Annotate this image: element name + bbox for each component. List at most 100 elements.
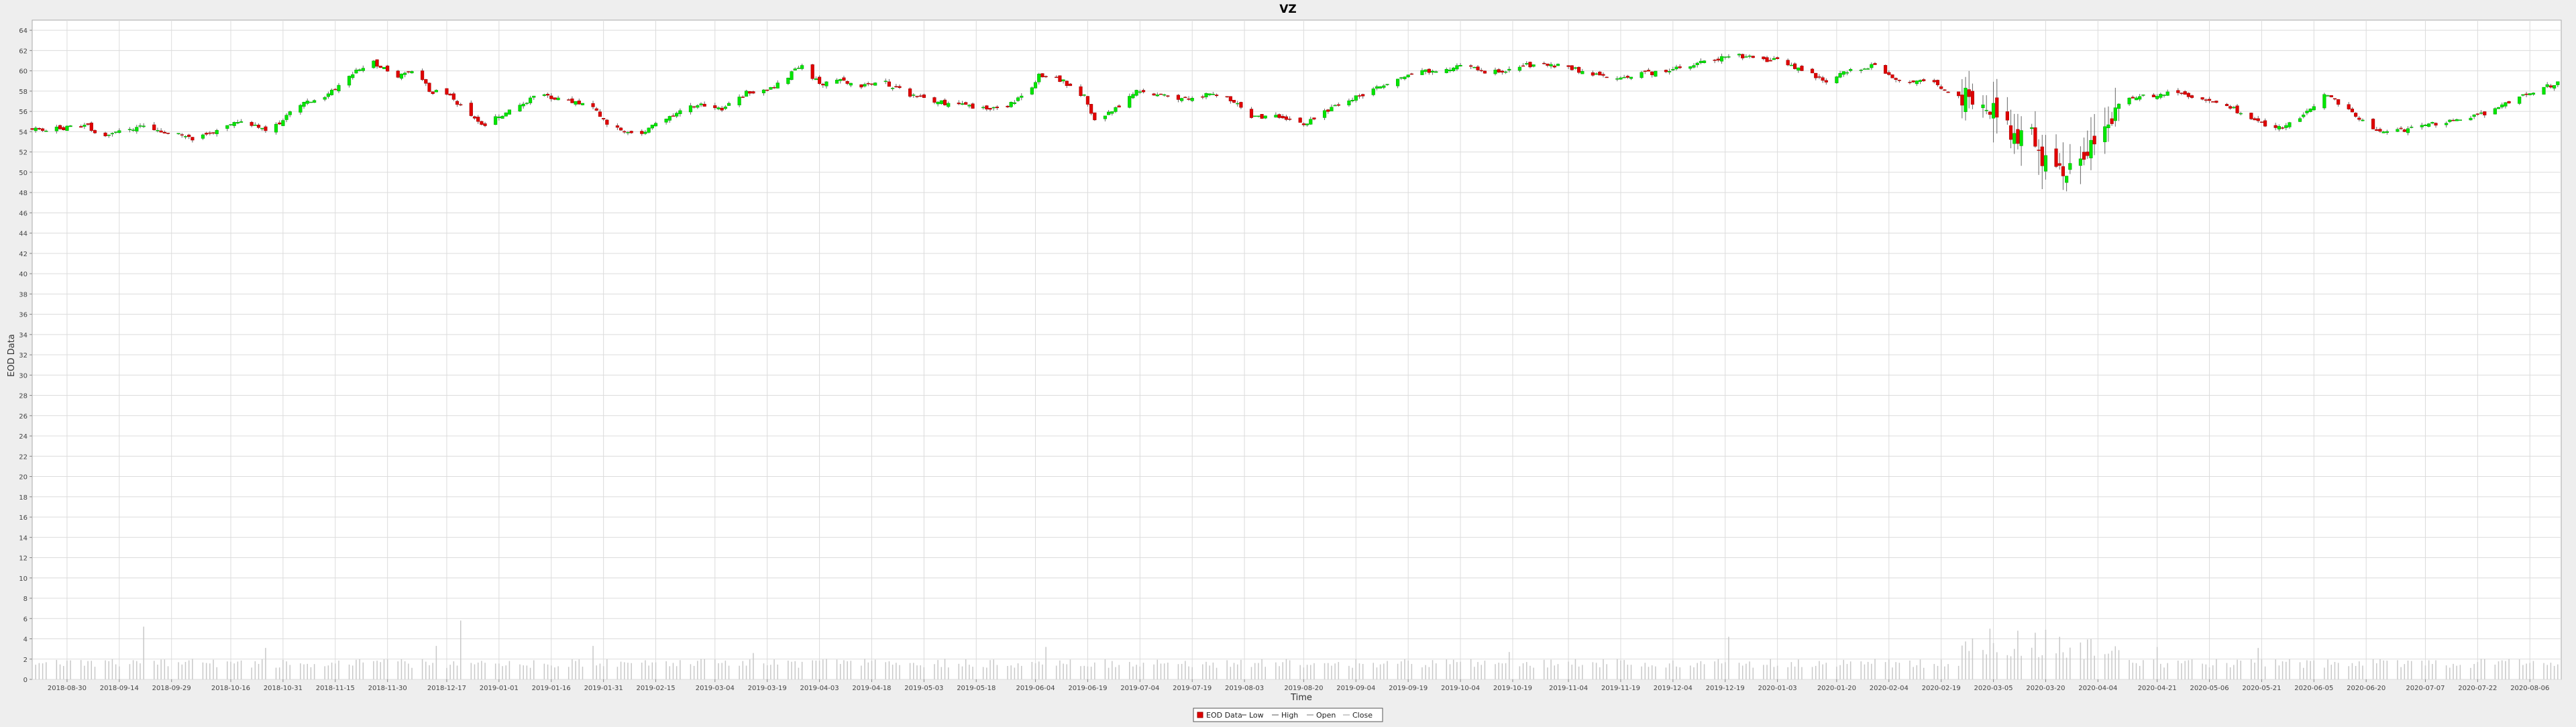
y-tick-label: 2 <box>23 657 28 664</box>
candle-body <box>1396 78 1400 87</box>
volume-bar <box>1094 662 1095 679</box>
volume-bar <box>2254 662 2255 679</box>
candle <box>358 68 362 72</box>
volume-bar <box>1947 664 1949 679</box>
volume-bar <box>140 663 141 679</box>
x-tick-label: 2019-09-19 <box>1389 685 1428 692</box>
candle <box>1228 96 1232 104</box>
volume-bar <box>874 659 876 679</box>
candle <box>995 105 1000 110</box>
candle-body <box>2151 95 2156 97</box>
candle <box>2089 117 2093 170</box>
volume-bar <box>1250 667 1252 679</box>
candle-body <box>1619 77 1623 80</box>
x-tick-label: 2020-01-03 <box>1758 685 1797 692</box>
candle <box>1448 67 1452 73</box>
candle-body <box>1379 86 1383 89</box>
candle <box>1085 96 1090 107</box>
candle <box>1260 114 1264 119</box>
candle-body <box>1772 58 1776 60</box>
candle <box>2445 121 2449 128</box>
volume-bar <box>400 659 402 679</box>
candle-body <box>399 73 404 79</box>
volume-bar <box>965 659 967 679</box>
volume-bar <box>923 667 925 679</box>
volume-bar <box>582 667 584 679</box>
candle-body <box>2396 129 2400 132</box>
volume-bar <box>850 661 852 679</box>
candle <box>985 105 989 111</box>
candle <box>497 114 501 121</box>
candle-body <box>1472 66 1477 68</box>
candle <box>44 129 48 132</box>
candle-body <box>483 123 487 126</box>
candle-body <box>264 126 268 131</box>
y-tick-label: 46 <box>19 210 28 217</box>
candle-body <box>451 93 455 100</box>
volume-bar <box>815 660 817 679</box>
candle <box>1713 58 1717 64</box>
candle-body <box>640 131 644 134</box>
volume-bar <box>2021 655 2022 679</box>
candle-body <box>532 95 536 98</box>
volume-bar <box>2324 667 2325 679</box>
volume-bar <box>641 663 643 679</box>
candle <box>577 99 581 105</box>
candle-body <box>567 99 571 101</box>
candle-body <box>2239 113 2243 115</box>
volume-bar <box>2432 663 2433 679</box>
volume-bar <box>2237 659 2238 679</box>
candle-body <box>1570 65 1574 70</box>
volume-bar <box>1989 628 1991 679</box>
candle <box>1061 79 1065 84</box>
candle-body <box>863 84 867 87</box>
candle <box>1420 68 1424 75</box>
volume-bar <box>1630 665 1632 679</box>
candle <box>166 133 170 135</box>
volume-bar <box>1790 662 1792 679</box>
candle-body <box>2086 152 2090 156</box>
volume-bar <box>307 663 308 679</box>
candle <box>908 87 912 98</box>
candle <box>2057 153 2061 170</box>
y-tick-label: 54 <box>19 129 28 136</box>
volume-bar <box>2484 659 2485 679</box>
candle-body <box>313 100 317 103</box>
volume-bar <box>352 665 354 679</box>
legend-item: Close <box>1343 711 1373 720</box>
candle-body <box>1776 57 1780 59</box>
candle <box>553 97 557 101</box>
candle-body <box>991 107 996 109</box>
candle <box>1625 74 1629 79</box>
candle <box>208 131 212 135</box>
volume-bar <box>1746 663 1747 679</box>
candle <box>1605 76 1609 78</box>
volume-bar <box>1940 659 1942 679</box>
candle-body <box>1957 91 1961 97</box>
candle <box>2361 118 2365 121</box>
candle-body <box>1695 62 1699 65</box>
volume-bar <box>2456 665 2457 679</box>
x-axis: 2018-08-30 2018-09-14 2018-09-29 2018-10-16… <box>48 679 2549 692</box>
x-tick-label: 2020-08-06 <box>2510 685 2549 692</box>
candle-body <box>957 103 961 105</box>
candle <box>1093 112 1097 121</box>
volume-bar <box>892 665 894 679</box>
candle <box>737 94 741 107</box>
candle <box>1079 84 1083 97</box>
candle-body <box>1911 80 1915 82</box>
candle <box>1970 83 1974 109</box>
volume-bar <box>184 661 186 679</box>
volume-bar <box>1355 659 1357 679</box>
candle <box>2030 123 2034 135</box>
candle-body <box>947 103 951 107</box>
candle <box>1458 63 1462 67</box>
candle-body <box>1870 64 1874 68</box>
candle-body <box>162 131 166 133</box>
candle-body <box>1964 87 1968 112</box>
candle-body <box>2371 119 2375 129</box>
volume-bar <box>327 665 329 679</box>
candle-body <box>2180 93 2184 94</box>
candle <box>1699 58 1703 64</box>
candle <box>264 125 268 133</box>
